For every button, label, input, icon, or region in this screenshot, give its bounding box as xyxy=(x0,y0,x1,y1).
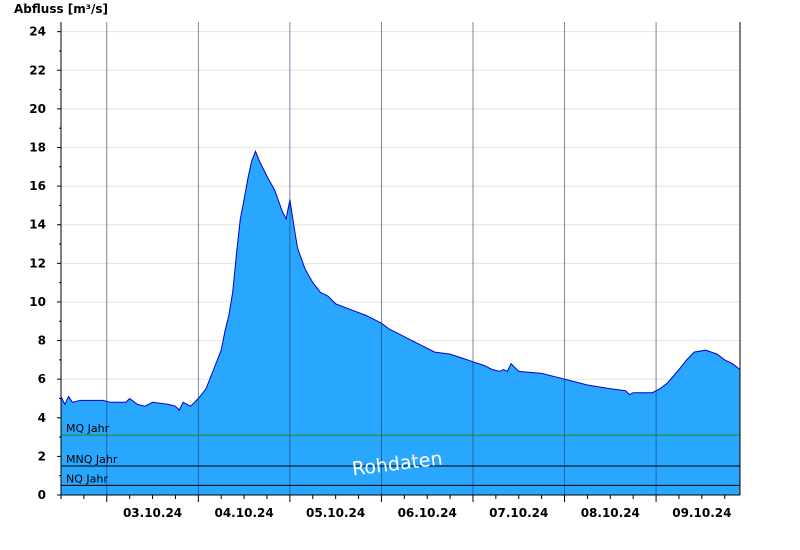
reference-lines: MQ Jahr MNQ Jahr NQ Jahr xyxy=(61,422,740,486)
y-tick-label: 14 xyxy=(29,218,46,232)
reference-label: NQ Jahr xyxy=(66,472,108,485)
y-tick-label: 6 xyxy=(38,372,46,386)
x-axis-ticks: 03.10.24 04.10.24 05.10.24 06.10.24 07.10.24… xyxy=(60,495,731,520)
day-divider-lines xyxy=(106,22,657,495)
axes xyxy=(60,22,741,496)
y-tick-label: 12 xyxy=(29,256,46,270)
x-tick-label: 08.10.24 xyxy=(581,506,640,520)
y-tick-label: 4 xyxy=(38,411,46,425)
y-tick-label: 16 xyxy=(29,179,46,193)
reference-label: MQ Jahr xyxy=(66,422,110,435)
discharge-series xyxy=(60,150,741,495)
x-tick-label: 09.10.24 xyxy=(672,506,731,520)
reference-label: MNQ Jahr xyxy=(66,453,118,466)
y-tick-label: 18 xyxy=(29,140,46,154)
x-tick-label: 07.10.24 xyxy=(489,506,548,520)
x-tick-label: 06.10.24 xyxy=(398,506,457,520)
x-tick-label: 03.10.24 xyxy=(123,506,182,520)
y-tick-label: 24 xyxy=(29,25,46,39)
y-tick-label: 2 xyxy=(38,449,46,463)
discharge-area xyxy=(61,151,740,495)
x-tick-label: 04.10.24 xyxy=(214,506,273,520)
y-tick-label: 8 xyxy=(38,334,46,348)
y-tick-label: 20 xyxy=(29,102,46,116)
discharge-line xyxy=(60,150,741,411)
y-tick-label: 22 xyxy=(29,63,46,77)
x-tick-label: 05.10.24 xyxy=(306,506,365,520)
y-tick-label: 0 xyxy=(38,488,46,502)
y-tick-label: 10 xyxy=(29,295,46,309)
y-axis-title: Abfluss [m³/s] xyxy=(14,2,108,16)
